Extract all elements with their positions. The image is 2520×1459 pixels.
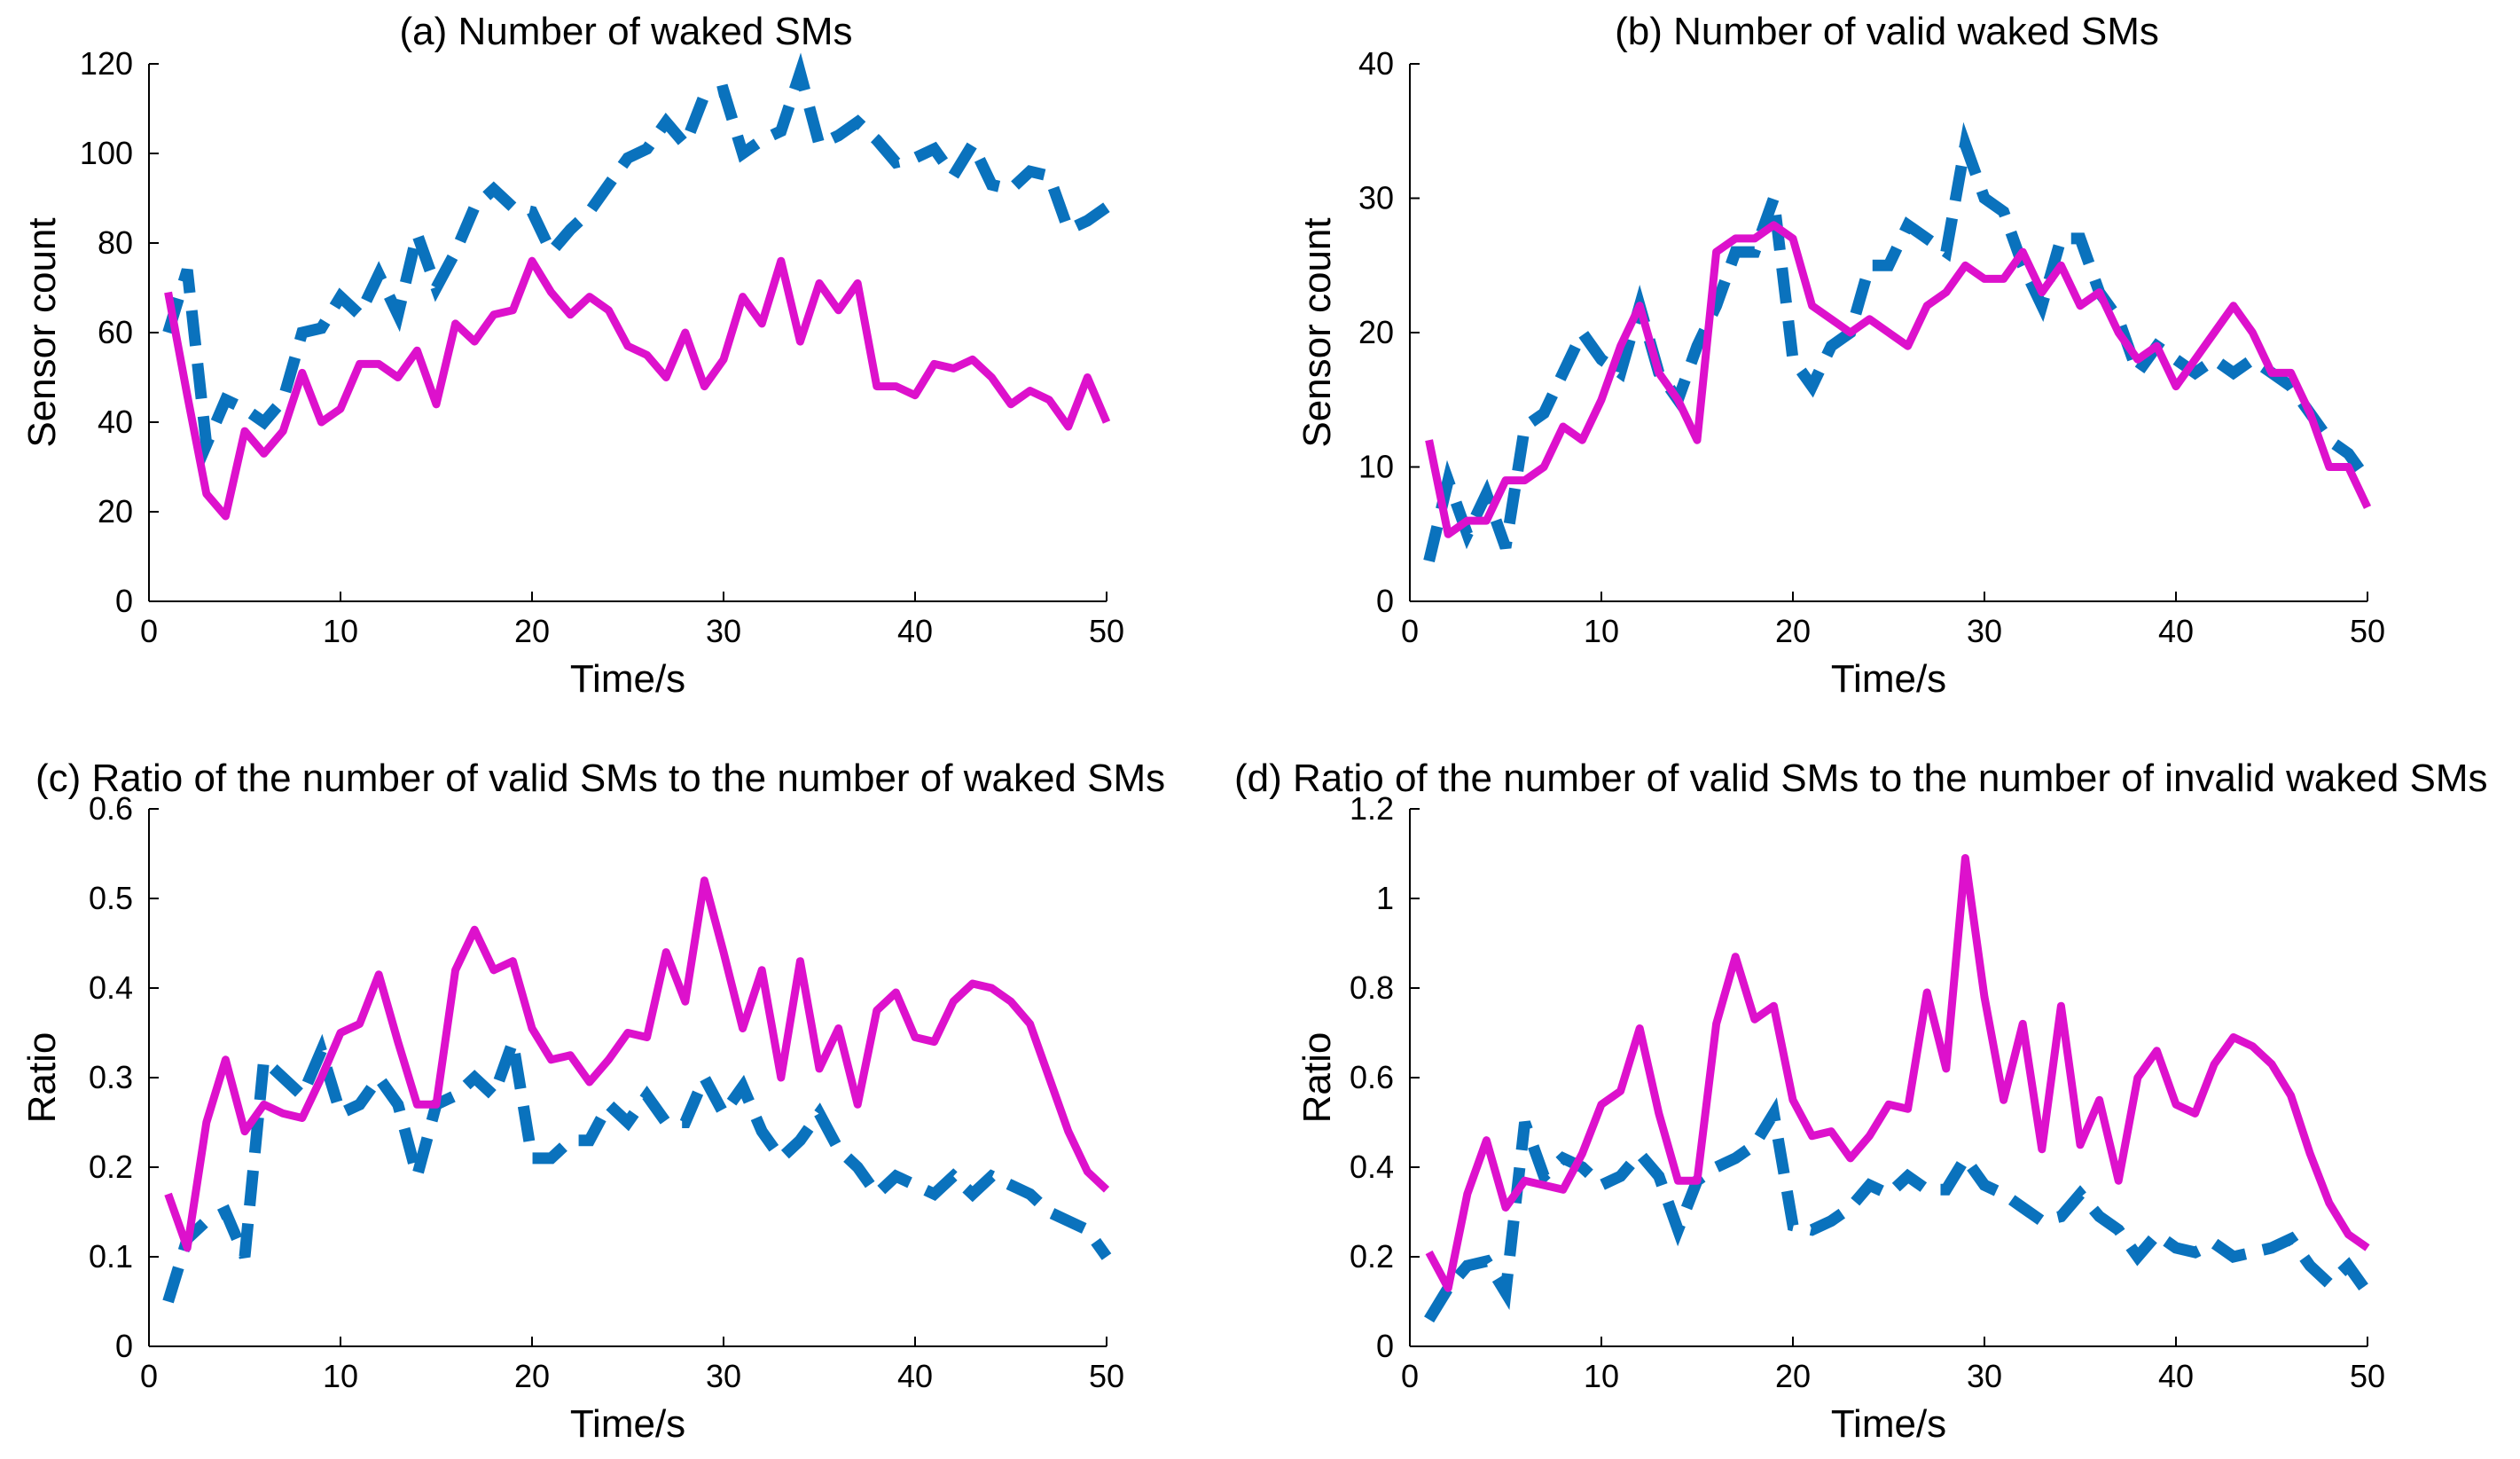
x-tick-label: 20 [1775,613,1811,649]
x-tick-label: 10 [323,1358,358,1394]
x-tick-label: 30 [1967,1358,2002,1394]
x-tick-label: 0 [1401,613,1419,649]
x-tick-label: 20 [514,613,550,649]
x-tick-label: 20 [514,1358,550,1394]
x-tick-label: 0 [140,613,158,649]
x-tick-label: 40 [897,613,933,649]
x-tick-label: 40 [2158,613,2194,649]
chart-panel-1: (a) Number of waked SMs 0 10 20 30 40 50 0 20 40 6… [20,10,1124,701]
chart-panel-2: (b) Number of valid waked SMs 0 10 20 30 40 50… [1295,10,2385,701]
y-tick-label: 0.4 [1350,1149,1394,1185]
chart-panel-3: (c) Ratio of the number of valid SMs to … [20,757,1165,1446]
chart-title: (b) Number of valid waked SMs [1615,10,2159,53]
x-tick-label: 10 [1584,1358,1619,1394]
chart-panel-4: (d) Ratio of the number of valid SMs to … [1234,757,2488,1446]
y-axis-label: Ratio [1295,1032,1339,1124]
y-tick-label: 40 [98,404,133,440]
x-tick-label: 0 [140,1358,158,1394]
y-tick-label: 0.6 [89,790,133,827]
y-tick-label: 1 [1376,880,1394,916]
y-tick-label: 0.1 [89,1238,133,1275]
y-tick-label: 40 [1358,45,1394,82]
y-tick-label: 1.2 [1350,790,1394,827]
x-tick-label: 40 [897,1358,933,1394]
x-tick-label: 20 [1775,1358,1811,1394]
y-tick-label: 0.2 [1350,1238,1394,1275]
x-tick-label: 30 [706,613,741,649]
chart-title: (a) Number of waked SMs [399,10,852,53]
y-tick-label: 0.2 [89,1149,133,1185]
series-line-dashed [162,52,1110,467]
x-axis-label: Time/s [1831,1402,1946,1446]
x-tick-label: 10 [1584,613,1619,649]
chart-title: (d) Ratio of the number of valid SMs to … [1234,757,2488,800]
y-tick-label: 30 [1358,180,1394,216]
y-tick-label: 60 [98,314,133,350]
x-tick-label: 50 [2350,613,2385,649]
series-line-dashed [1423,122,2373,563]
y-axis-label: Sensor count [20,217,64,447]
series-line-solid [1425,221,2372,538]
y-tick-label: 0.5 [89,880,133,916]
y-tick-label: 20 [1358,314,1394,350]
x-tick-label: 50 [1089,613,1124,649]
y-tick-label: 120 [80,45,133,82]
y-tick-label: 0 [1376,583,1394,619]
y-tick-label: 80 [98,224,133,261]
series-line-solid [164,256,1111,521]
x-axis-label: Time/s [1831,657,1946,701]
y-tick-label: 100 [80,135,133,171]
series-line-solid [1425,854,2370,1292]
series-line-solid [164,876,1110,1252]
x-tick-label: 50 [1089,1358,1124,1394]
x-tick-label: 40 [2158,1358,2194,1394]
x-axis-label: Time/s [570,657,685,701]
chart-title: (c) Ratio of the number of valid SMs to … [35,757,1165,800]
y-tick-label: 0 [115,583,133,619]
series-line-dashed [1424,1097,2373,1323]
series-line-dashed [162,1018,1112,1304]
y-tick-label: 10 [1358,449,1394,485]
x-tick-label: 30 [706,1358,741,1394]
y-tick-label: 0 [1376,1328,1394,1364]
y-tick-label: 0 [115,1328,133,1364]
x-tick-label: 10 [323,613,358,649]
y-tick-label: 0.3 [89,1059,133,1095]
x-tick-label: 50 [2350,1358,2385,1394]
y-tick-label: 0.6 [1350,1059,1394,1095]
x-axis-label: Time/s [570,1402,685,1446]
y-tick-label: 0.8 [1350,969,1394,1006]
y-axis-label: Ratio [20,1032,64,1124]
y-axis-label: Sensor count [1295,217,1339,447]
y-tick-label: 20 [98,493,133,529]
y-tick-label: 0.4 [89,969,133,1006]
x-tick-label: 30 [1967,613,2002,649]
x-tick-label: 0 [1401,1358,1419,1394]
